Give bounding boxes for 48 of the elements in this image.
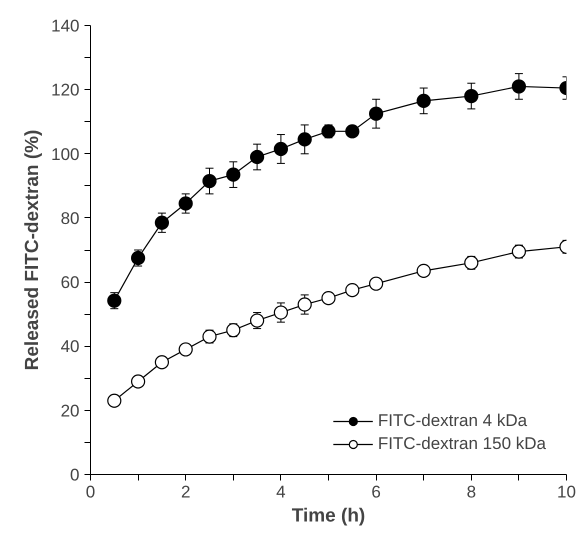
point — [298, 132, 312, 146]
legend-label: FITC-dextran 150 kDa — [378, 434, 546, 454]
point — [321, 291, 336, 306]
x-tick-label: 2 — [180, 482, 190, 502]
point — [154, 355, 169, 370]
point — [178, 342, 193, 357]
y-tick-label: 120 — [51, 80, 80, 100]
y-tick-label: 60 — [60, 273, 80, 292]
point — [369, 106, 384, 121]
y-tick-label: 140 — [51, 16, 80, 36]
point — [416, 94, 431, 108]
y-tick-label: 0 — [70, 466, 80, 484]
point — [226, 323, 240, 338]
point — [321, 124, 336, 138]
point — [154, 216, 169, 230]
x-tick-label: 10 — [557, 482, 576, 502]
y-tick-label: 20 — [60, 401, 80, 420]
point — [250, 313, 264, 328]
point — [369, 276, 384, 291]
x-axis-title: Time (h) — [292, 506, 366, 526]
point — [298, 297, 312, 312]
x-tick-label: 6 — [371, 482, 381, 502]
x-tick-label: 8 — [466, 482, 476, 502]
point — [274, 142, 288, 156]
point — [345, 124, 360, 138]
point — [202, 174, 217, 188]
point — [250, 150, 264, 164]
point — [512, 244, 526, 259]
point — [107, 294, 122, 308]
point — [464, 88, 478, 104]
point — [202, 330, 217, 344]
point — [416, 264, 431, 278]
y-tick-label: 80 — [60, 208, 80, 228]
point — [345, 283, 360, 298]
point — [274, 305, 288, 320]
x-tick-label: 4 — [276, 482, 286, 502]
point — [178, 196, 193, 211]
y-axis-title: Released FITC-dextran (%) — [22, 130, 44, 370]
x-tick-label: 0 — [86, 482, 96, 502]
y-tick-label: 100 — [51, 144, 80, 164]
y-tick-label: 40 — [60, 337, 80, 356]
point — [512, 79, 526, 94]
point — [107, 394, 122, 408]
point — [464, 256, 478, 270]
point — [131, 374, 146, 389]
point — [226, 168, 240, 182]
point — [131, 250, 146, 266]
legend-label: FITC-dextran 4 kDa — [378, 411, 528, 431]
